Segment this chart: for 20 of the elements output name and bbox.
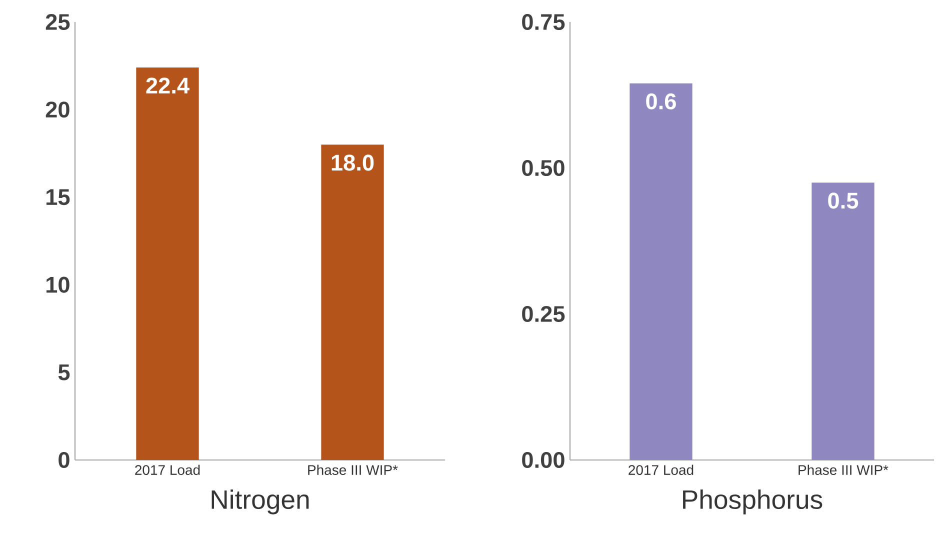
y-tick-label: 10 [46,276,70,293]
y-tick-label: 0.75 [522,14,565,30]
y-tick-label: 15 [46,189,70,206]
y-tick-label: 5 [58,364,70,380]
x-tick-label: 2017 Load [135,464,200,475]
y-tick-label: 20 [46,102,70,118]
data-label: 22.4 [146,78,190,94]
y-tick-label: 25 [46,14,70,30]
x-tick-label: Phase III WIP* [308,464,398,475]
y-tick-label: 0 [58,452,70,468]
y-tick-label: 0.25 [522,306,565,322]
x-tick-label: Phase III WIP* [798,464,888,475]
y-tick-label: 0.50 [522,160,564,176]
y-tick-label: 0.00 [522,452,564,468]
x-axis-title: Phosphorus [683,489,822,514]
x-axis-title: Nitrogen [212,489,309,514]
data-label: 0.5 [828,192,858,209]
x-tick-label: 2017 Load [628,464,694,475]
data-label: 0.6 [646,93,676,110]
data-label: 18.0 [332,154,374,171]
